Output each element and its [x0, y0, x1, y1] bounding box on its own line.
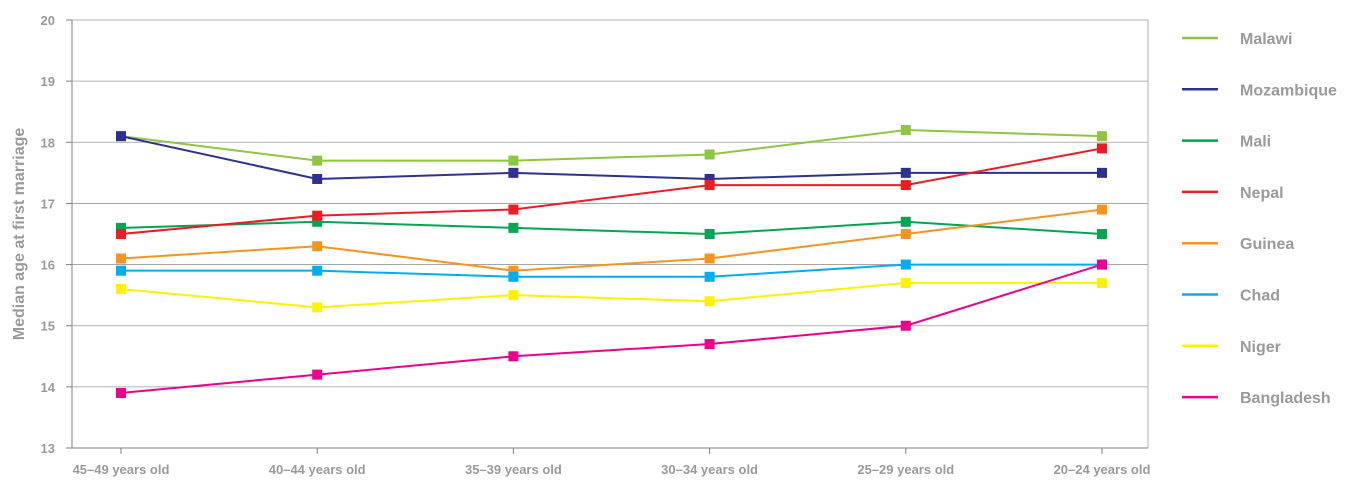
data-point: [312, 216, 323, 227]
series-line: [121, 263, 1102, 278]
y-tick-label: 19: [41, 74, 55, 89]
legend-label: Malawi: [1240, 31, 1292, 48]
data-point: [508, 222, 519, 233]
data-point: [312, 369, 323, 380]
data-point: [508, 204, 519, 215]
data-point: [1097, 277, 1107, 288]
y-tick-label: 17: [41, 196, 55, 211]
series-line: [120, 135, 1102, 180]
data-point: [1097, 167, 1107, 178]
data-point: [1097, 259, 1107, 270]
data-point: [900, 125, 911, 136]
data-point: [116, 253, 126, 264]
legend-label: Chad: [1240, 288, 1280, 305]
legend-item: Guinea: [1182, 236, 1294, 253]
data-point: [1097, 229, 1107, 239]
data-point: [704, 173, 715, 184]
legend-label: Niger: [1240, 339, 1281, 356]
data-point: [900, 277, 911, 288]
x-tick-label: 30–34 years old: [661, 462, 758, 477]
series-line: [120, 220, 1103, 236]
data-point: [704, 253, 715, 264]
legend-item: Chad: [1182, 288, 1280, 305]
legend-label: Mali: [1240, 134, 1271, 151]
series-line: [120, 147, 1103, 235]
data-point: [704, 271, 715, 282]
legend-label: Mozambique: [1240, 82, 1337, 99]
series-bangladesh: [116, 259, 1107, 398]
legend-item: Mozambique: [1182, 82, 1337, 99]
y-tick-label: 18: [41, 135, 55, 150]
data-point: [508, 167, 519, 178]
series-malawi: [116, 125, 1107, 166]
data-point: [312, 210, 323, 221]
data-point: [508, 265, 519, 276]
data-point: [1097, 131, 1107, 142]
series-line: [120, 281, 1102, 309]
series-mali: [116, 216, 1107, 239]
axes: 13 14 15 16 17 18 19 20 45–49 years old 40–44 yea…: [11, 13, 1150, 477]
legend-label: Nepal: [1240, 185, 1284, 202]
legend-item: Malawi: [1182, 31, 1292, 48]
data-point: [900, 320, 911, 331]
legend-item: Niger: [1182, 339, 1281, 356]
data-point: [900, 229, 911, 239]
x-tick-label: 45–49 years old: [73, 462, 170, 477]
data-point: [312, 241, 323, 252]
data-point: [508, 290, 519, 301]
y-tick-label: 13: [41, 441, 55, 456]
data-point: [900, 167, 911, 178]
data-point: [508, 271, 519, 282]
data-point: [312, 265, 323, 276]
x-tick-label: 40–44 years old: [269, 462, 366, 477]
data-point: [704, 149, 715, 160]
series-line: [120, 129, 1103, 162]
legend-item: Mali: [1182, 134, 1271, 151]
data-point: [116, 131, 126, 142]
legend-label: Guinea: [1240, 236, 1294, 253]
data-point: [116, 387, 126, 398]
legend-item: Nepal: [1182, 185, 1284, 202]
y-tick-label: 20: [41, 13, 55, 28]
data-point: [116, 229, 126, 239]
legend-item: Bangladesh: [1182, 390, 1331, 407]
data-point: [312, 302, 323, 313]
series-lines: [116, 125, 1107, 398]
legend-label: Bangladesh: [1240, 390, 1331, 407]
y-tick-label: 16: [41, 258, 55, 273]
data-point: [1097, 143, 1107, 154]
x-tick-label: 35–39 years old: [465, 462, 562, 477]
data-point: [116, 284, 126, 295]
data-point: [900, 180, 911, 191]
y-tick-label: 15: [41, 319, 55, 334]
x-tick-label: 20–24 years old: [1054, 462, 1151, 477]
series-nepal: [116, 143, 1107, 239]
data-point: [116, 265, 126, 276]
data-point: [704, 339, 715, 350]
series-guinea: [116, 204, 1107, 276]
data-point: [900, 259, 911, 270]
y-axis-title: Median age at first marriage: [11, 128, 28, 341]
data-point: [704, 296, 715, 307]
series-line: [120, 263, 1103, 394]
legend: Malawi Mozambique Mali Nepal Guinea Chad Niger…: [1182, 31, 1337, 407]
y-tick-label: 14: [41, 380, 56, 395]
gridlines: [72, 19, 1148, 388]
series-niger: [116, 277, 1107, 313]
data-point: [116, 222, 126, 233]
data-point: [312, 155, 323, 166]
data-point: [704, 229, 715, 239]
data-point: [704, 180, 715, 191]
series-chad: [116, 259, 1107, 282]
data-point: [508, 155, 519, 166]
data-point: [1097, 204, 1107, 215]
data-point: [312, 173, 323, 184]
series-line: [120, 208, 1103, 272]
data-point: [900, 216, 911, 227]
series-mozambique: [116, 131, 1107, 184]
data-point: [508, 351, 519, 362]
x-tick-label: 25–29 years old: [857, 462, 954, 477]
